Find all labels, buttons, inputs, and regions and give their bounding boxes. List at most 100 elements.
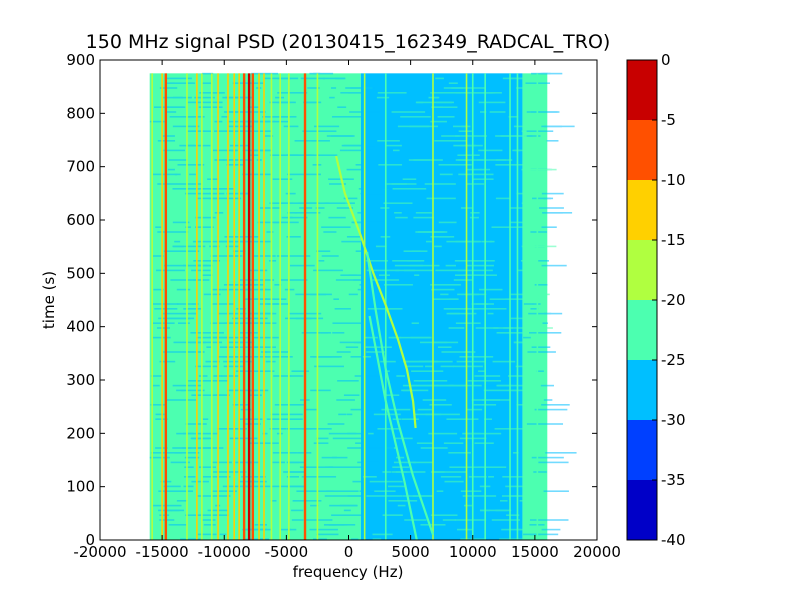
texture-streak: [159, 87, 178, 89]
texture-streak: [332, 437, 365, 440]
texture-streak: [343, 509, 351, 512]
colorbar-segment-0: [627, 480, 657, 540]
texture-streak: [394, 264, 424, 267]
texture-streak: [226, 164, 245, 166]
texture-streak: [327, 423, 345, 425]
texture-streak: [191, 269, 211, 272]
texture-streak: [431, 106, 444, 108]
texture-streak: [201, 72, 214, 75]
texture-streak: [543, 312, 563, 315]
texture-streak: [338, 413, 347, 416]
texture-streak: [153, 288, 164, 291]
texture-streak: [348, 274, 370, 276]
texture-streak: [281, 528, 291, 531]
texture-streak: [354, 375, 384, 377]
texture-streak: [456, 528, 473, 531]
texture-streak: [467, 432, 502, 435]
texture-streak: [157, 183, 194, 185]
texture-streak: [329, 504, 358, 507]
texture-streak: [489, 240, 495, 243]
texture-streak: [513, 125, 535, 128]
texture-streak: [212, 288, 222, 291]
texture-streak: [286, 428, 312, 430]
texture-streak: [217, 312, 247, 315]
texture-streak: [304, 408, 317, 411]
texture-streak: [434, 245, 442, 248]
texture-streak: [149, 120, 165, 123]
texture-streak: [351, 221, 384, 224]
texture-streak: [534, 408, 568, 411]
texture-streak: [187, 351, 203, 353]
texture-streak: [417, 231, 435, 233]
texture-streak: [523, 336, 531, 339]
texture-streak: [172, 125, 200, 128]
texture-streak: [353, 279, 361, 281]
texture-streak: [534, 284, 548, 286]
texture-streak: [332, 322, 367, 324]
texture-streak: [227, 341, 243, 344]
texture-streak: [454, 519, 487, 521]
texture-streak: [430, 92, 461, 94]
texture-streak: [545, 452, 577, 454]
texture-streak: [491, 519, 520, 521]
texture-streak: [425, 365, 434, 368]
x-tick-label: 20000: [573, 543, 621, 561]
texture-streak: [163, 250, 200, 252]
texture-streak: [219, 533, 227, 536]
texture-streak: [280, 279, 308, 281]
x-tick-label: 5000: [392, 543, 430, 561]
y-tick-label: 800: [66, 104, 95, 122]
texture-streak: [414, 274, 420, 276]
texture-streak: [242, 173, 272, 176]
texture-streak: [393, 149, 400, 152]
texture-streak: [424, 360, 434, 363]
x-tick-label: -10000: [198, 543, 251, 561]
plot-area: [100, 60, 597, 540]
texture-streak: [438, 221, 457, 224]
texture-streak: [188, 380, 200, 382]
texture-streak: [225, 245, 240, 248]
x-axis: -20000 -15000 -10000 -5000 0 5000 10000 15000 20…: [73, 60, 621, 561]
texture-streak: [383, 202, 413, 204]
texture-streak: [183, 308, 202, 310]
texture-streak: [316, 437, 329, 440]
texture-streak: [269, 428, 287, 430]
texture-streak: [309, 528, 338, 531]
texture-streak: [505, 485, 528, 488]
texture-streak: [169, 116, 194, 118]
texture-streak: [212, 149, 237, 152]
texture-streak: [418, 380, 427, 382]
texture-streak: [351, 538, 359, 540]
texture-streak: [337, 106, 347, 108]
texture-streak: [379, 274, 390, 276]
texture-streak: [208, 447, 224, 449]
texture-streak: [170, 509, 185, 512]
texture-streak: [331, 116, 366, 118]
texture-streak: [242, 485, 271, 488]
texture-streak: [538, 461, 569, 464]
texture-streak: [494, 428, 513, 430]
texture-streak: [216, 490, 228, 492]
texture-streak: [477, 159, 507, 161]
texture-streak: [471, 303, 494, 305]
texture-streak: [174, 240, 181, 243]
texture-streak: [272, 178, 293, 180]
texture-streak: [198, 106, 223, 108]
texture-streak: [388, 336, 395, 339]
texture-streak: [404, 360, 432, 363]
y-tick-label: 0: [85, 531, 95, 549]
texture-streak: [153, 504, 182, 507]
texture-streak: [392, 260, 425, 262]
texture-streak: [483, 389, 519, 392]
texture-streak: [283, 125, 299, 128]
texture-streak: [202, 476, 231, 478]
texture-streak: [529, 519, 536, 521]
texture-streak: [211, 461, 232, 464]
texture-streak: [455, 92, 471, 94]
texture-streak: [244, 288, 265, 291]
texture-streak: [426, 197, 456, 200]
texture-streak: [220, 394, 228, 396]
texture-streak: [500, 500, 508, 502]
texture-streak: [203, 524, 216, 526]
texture-streak: [198, 466, 217, 468]
